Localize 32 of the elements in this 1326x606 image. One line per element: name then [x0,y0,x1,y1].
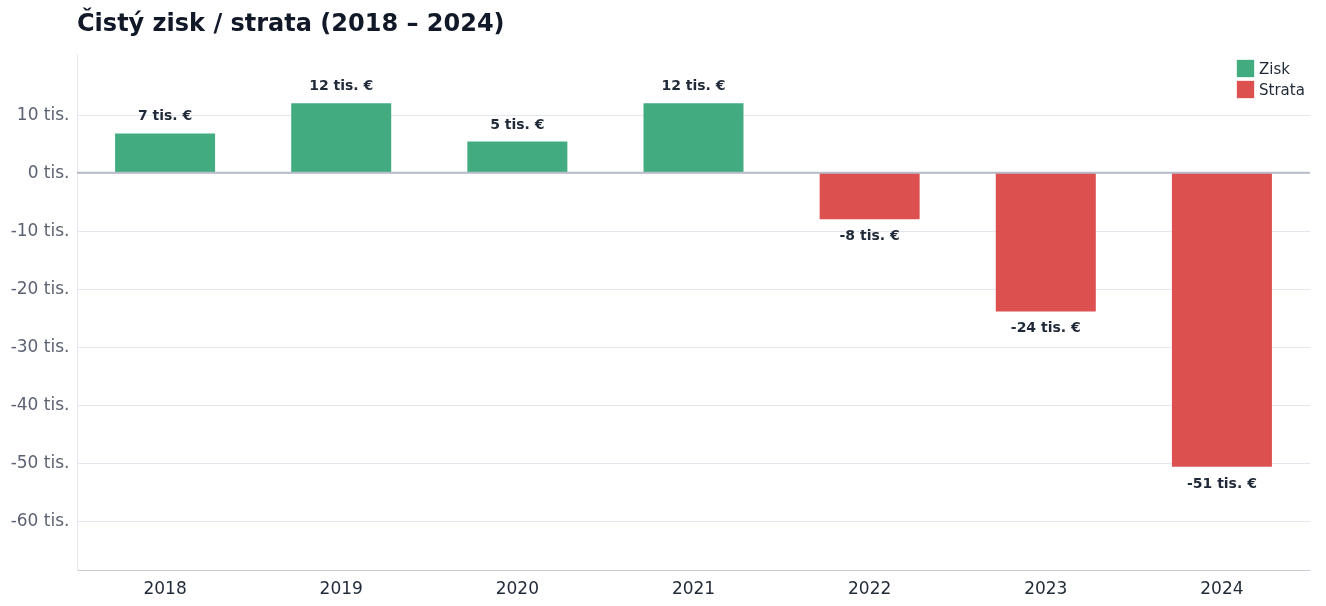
x-tick-label: 2022 [848,577,892,598]
x-tick-label: 2018 [143,577,187,598]
x-tick-label: 2023 [1024,577,1068,598]
bar [819,172,920,220]
bar [1171,172,1272,467]
bar [643,103,744,173]
data-label: 12 tis. € [309,77,374,94]
legend-label: Strata [1259,80,1305,99]
chart-title: Čistý zisk / strata (2018 – 2024) [77,7,505,37]
x-tick-label: 2021 [671,577,716,598]
y-tick-label: -50 tis. [10,452,70,473]
bar [467,141,568,173]
legend-label: Zisk [1259,59,1291,78]
y-tick-label: -20 tis. [10,278,70,299]
y-tick-label: -40 tis. [10,394,70,415]
y-tick-label: -10 tis. [10,220,70,241]
bar [995,172,1096,312]
y-tick-label: -30 tis. [10,336,70,357]
y-tick-label: -60 tis. [10,510,70,531]
data-label: -51 tis. € [1186,474,1257,491]
data-label: -8 tis. € [839,227,900,244]
x-tick-label: 2019 [319,577,363,598]
bar [115,133,216,173]
data-label: 12 tis. € [661,77,726,94]
data-label: -24 tis. € [1010,319,1081,336]
y-tick-label: 0 tis. [27,162,70,183]
x-tick-label: 2020 [495,577,539,598]
data-label: 5 tis. € [490,115,545,132]
bar [291,103,392,173]
data-label: 7 tis. € [137,107,193,124]
y-tick-label: 10 tis. [16,104,70,125]
x-tick-label: 2024 [1200,577,1244,598]
